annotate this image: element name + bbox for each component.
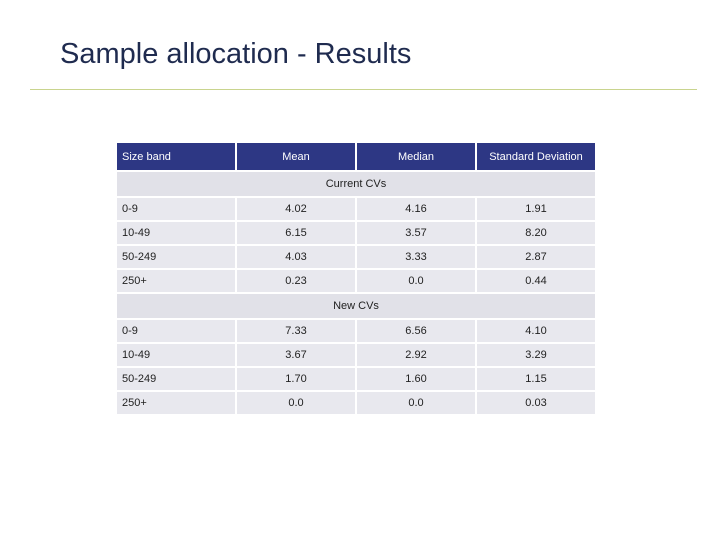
size-band: 250+ [117,270,235,292]
size-band: 10-49 [117,344,235,366]
column-header: Mean [237,143,355,170]
table-value: 3.29 [477,344,595,366]
table-value: 1.70 [237,368,355,390]
table-value: 4.02 [237,198,355,220]
table-value: 3.57 [357,222,475,244]
table-value: 7.33 [237,320,355,342]
table-value: 2.92 [357,344,475,366]
table-value: 0.44 [477,270,595,292]
column-header: Median [357,143,475,170]
section-label: New CVs [117,294,595,318]
table-value: 0.23 [237,270,355,292]
table-value: 6.56 [357,320,475,342]
table-value: 3.33 [357,246,475,268]
table-value: 2.87 [477,246,595,268]
table-value: 4.16 [357,198,475,220]
table-value: 0.0 [357,270,475,292]
table-value: 1.91 [477,198,595,220]
table-value: 4.10 [477,320,595,342]
slide-title: Sample allocation - Results [60,38,412,70]
table-value: 1.60 [357,368,475,390]
column-header: Size band [117,143,235,170]
table-value: 8.20 [477,222,595,244]
size-band: 10-49 [117,222,235,244]
size-band: 250+ [117,392,235,414]
table-value: 4.03 [237,246,355,268]
size-band: 0-9 [117,320,235,342]
size-band: 0-9 [117,198,235,220]
size-band: 50-249 [117,368,235,390]
size-band: 50-249 [117,246,235,268]
title-rule [30,89,697,90]
table-value: 0.0 [237,392,355,414]
table-value: 6.15 [237,222,355,244]
table-value: 3.67 [237,344,355,366]
column-header: Standard Deviation [477,143,595,170]
section-label: Current CVs [117,172,595,196]
table-value: 0.03 [477,392,595,414]
table-value: 0.0 [357,392,475,414]
table-value: 1.15 [477,368,595,390]
